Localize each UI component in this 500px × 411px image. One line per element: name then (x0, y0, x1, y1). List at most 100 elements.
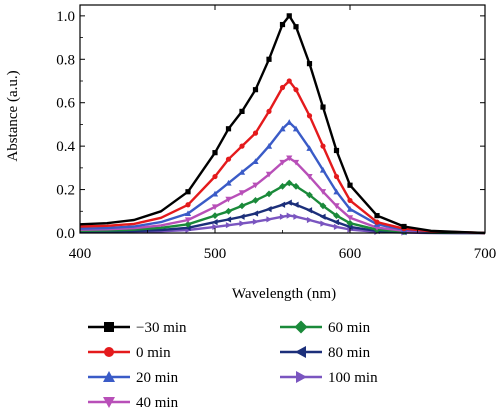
y-tick-label: 0.4 (56, 139, 75, 155)
legend-label: −30 min (136, 320, 187, 336)
legend-label: 100 min (328, 370, 378, 386)
legend-marker (296, 371, 307, 383)
data-point (319, 189, 327, 195)
data-point (238, 213, 245, 220)
legend-item: 80 min (280, 345, 371, 361)
data-point (306, 61, 313, 67)
data-point (238, 169, 246, 175)
data-point (266, 216, 273, 223)
data-point (346, 219, 354, 227)
data-point (286, 119, 293, 125)
x-axis-title: Wavelength (nm) (232, 286, 336, 302)
data-point (252, 158, 259, 164)
data-point (211, 219, 218, 226)
data-point (306, 113, 313, 119)
y-tick-label: 0.8 (56, 52, 75, 68)
data-point (225, 179, 232, 186)
data-point (320, 104, 326, 110)
data-point (184, 220, 192, 228)
data-point (320, 220, 327, 227)
data-point (333, 203, 340, 209)
data-point (292, 201, 299, 208)
data-point (265, 190, 273, 198)
data-point (184, 210, 192, 217)
series-line (79, 181, 486, 235)
data-point (266, 56, 272, 62)
data-point (333, 147, 340, 154)
data-point (266, 108, 272, 114)
data-point (286, 78, 292, 84)
data-point (239, 108, 245, 114)
legend-marker (103, 397, 115, 408)
data-point (212, 223, 219, 231)
data-point (286, 155, 293, 162)
series (79, 179, 486, 236)
data-point (211, 212, 219, 220)
data-point (285, 179, 293, 187)
series-line (79, 156, 486, 235)
y-tick-label: 0.0 (56, 226, 75, 242)
data-point (279, 213, 286, 220)
legend-item: 40 min (88, 395, 179, 411)
legend-marker (295, 346, 306, 358)
data-point (225, 196, 232, 203)
legend-item: 20 min (88, 370, 179, 386)
legend-marker (103, 371, 115, 382)
legend-marker (104, 322, 114, 332)
legend-label: 60 min (328, 320, 371, 336)
data-point (212, 173, 218, 180)
legend-label: 0 min (136, 345, 171, 361)
data-point (333, 223, 340, 231)
data-point (292, 182, 300, 190)
plot-frame (79, 4, 486, 234)
data-point (293, 87, 299, 93)
data-point (306, 191, 313, 199)
data-point (306, 145, 313, 151)
data-point (225, 156, 232, 162)
axes-layer: 400 500 600 700 0.0 0.2 0.4 0.6 0.8 1.0 (56, 4, 497, 262)
data-point (347, 182, 353, 188)
legend: −30 min 0 min 20 min 40 min 60 min 80 min 100 … (88, 320, 378, 411)
y-tick-label: 0.6 (56, 96, 75, 112)
data-point (225, 126, 232, 132)
x-tick-label: 700 (474, 246, 497, 262)
x-tick-label: 400 (69, 246, 92, 262)
series (79, 13, 486, 235)
data-point (374, 219, 380, 225)
series-line (79, 121, 486, 235)
data-point (319, 213, 326, 220)
data-point (286, 199, 292, 206)
data-point (333, 188, 340, 195)
data-point (239, 220, 246, 227)
data-point (279, 182, 286, 190)
y-tick-label: 0.2 (56, 183, 75, 199)
data-point (239, 143, 245, 149)
legend-item: −30 min (88, 320, 187, 336)
data-point (225, 207, 232, 215)
data-point (346, 205, 354, 212)
data-point (225, 216, 232, 223)
y-axis-title: Abstance (a.u.) (5, 70, 21, 161)
data-point (252, 197, 259, 204)
data-point (319, 202, 327, 210)
legend-item: 60 min (280, 320, 371, 336)
data-point (286, 212, 293, 219)
legend-item: 100 min (280, 370, 378, 386)
data-point (292, 125, 300, 132)
data-point (347, 197, 353, 204)
data-point (293, 213, 300, 220)
data-point (252, 218, 259, 225)
data-point (320, 143, 326, 149)
data-point (286, 13, 292, 19)
data-point (279, 21, 286, 28)
data-point (252, 210, 259, 217)
data-point (333, 219, 340, 226)
data-point (279, 125, 286, 132)
data-point (346, 215, 354, 221)
series (79, 78, 486, 235)
legend-marker (294, 320, 308, 334)
x-tick-label: 500 (204, 246, 227, 262)
x-tick-label: 600 (339, 246, 362, 262)
data-point (333, 212, 340, 220)
